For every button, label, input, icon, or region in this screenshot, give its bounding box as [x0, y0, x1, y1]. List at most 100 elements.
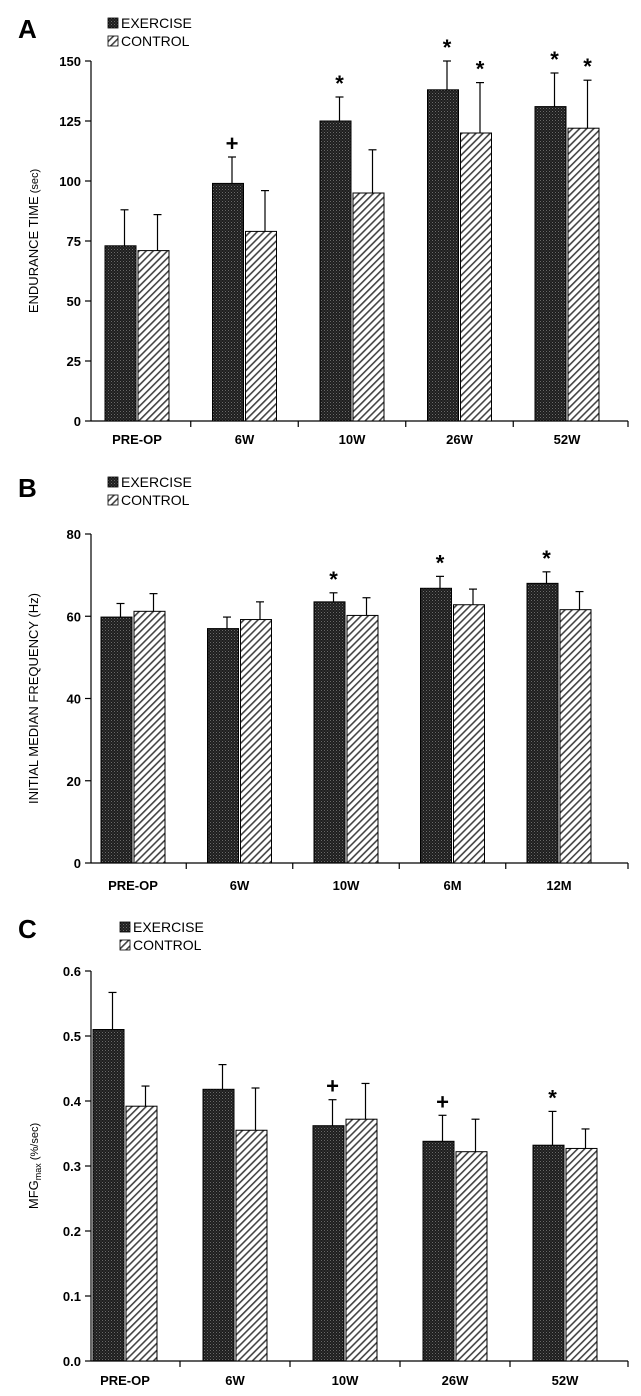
y-tick-label: 0.5 — [63, 1029, 81, 1044]
y-tick-label: 75 — [67, 234, 81, 249]
bar-exercise — [427, 89, 459, 422]
legend-label-exercise: EXERCISE — [121, 15, 192, 31]
x-tick-label: 10W — [333, 878, 360, 893]
x-tick-label: 10W — [339, 432, 366, 447]
bar-exercise — [207, 628, 239, 864]
bar-exercise — [100, 616, 133, 864]
y-tick-label: 50 — [67, 294, 81, 309]
legend-swatch-control — [107, 35, 119, 47]
significance-asterisk: * — [548, 1085, 557, 1110]
bar-exercise — [312, 1125, 345, 1362]
y-tick-label: 0.4 — [63, 1094, 82, 1109]
bar-control — [453, 604, 485, 864]
significance-asterisk: * — [436, 550, 445, 575]
y-tick-label: 0.0 — [63, 1354, 81, 1369]
y-tick-label: 150 — [59, 54, 81, 69]
legend-swatch-control — [107, 494, 119, 506]
y-axis-label: INITIAL MEDIAN FREQUENCY (Hz) — [26, 593, 41, 804]
y-tick-label: 0 — [74, 856, 81, 871]
significance-asterisk: * — [542, 546, 551, 571]
bar-control — [245, 230, 277, 422]
panel-c: C EXERCISE CONTROL 0.0 0.1 0.2 0.3 0.4 0.5 0.6 MFG… — [18, 914, 629, 1388]
bar-exercise — [526, 582, 559, 864]
significance-plus: + — [226, 131, 239, 156]
bar-exercise — [319, 120, 352, 422]
legend-label-control: CONTROL — [133, 937, 202, 953]
bar-exercise — [534, 106, 567, 422]
legend-label-control: CONTROL — [121, 33, 190, 49]
significance-plus: + — [326, 1074, 339, 1099]
y-tick-label: 40 — [67, 692, 81, 707]
x-tick-label: 52W — [552, 1373, 579, 1388]
x-tick-label: 6W — [230, 878, 250, 893]
panel-letter: C — [18, 914, 37, 944]
bar-exercise — [202, 1088, 235, 1362]
bar-control — [133, 610, 166, 864]
legend-label-exercise: EXERCISE — [121, 474, 192, 490]
bar-exercise — [212, 182, 244, 422]
bar-control — [235, 1129, 268, 1362]
significance-asterisk: * — [550, 47, 559, 72]
y-tick-label: 0.3 — [63, 1159, 81, 1174]
y-tick-label: 125 — [59, 114, 81, 129]
panel-b: B EXERCISE CONTROL 0 20 40 60 80 INITIAL MEDIAN … — [18, 473, 629, 893]
y-axis-label: ENDURANCE TIME (sec) — [26, 169, 41, 313]
panel-a: A EXERCISE CONTROL 0 25 50 75 100 125 150 ENDURANC… — [18, 14, 629, 447]
bar-exercise — [313, 601, 346, 864]
x-tick-label: 52W — [554, 432, 581, 447]
bar-control — [460, 132, 492, 422]
y-tick-label: 0 — [74, 414, 81, 429]
bar-exercise — [422, 1140, 455, 1362]
bar-control — [565, 1147, 598, 1362]
y-tick-label: 100 — [59, 174, 81, 189]
y-axis-label-text: MFG — [26, 1180, 41, 1209]
bar-control — [240, 619, 272, 864]
panel-letter: A — [18, 14, 37, 44]
y-axis-label-subscript: max — [33, 1163, 43, 1181]
legend-swatch-exercise — [119, 921, 131, 933]
y-tick-label: 60 — [67, 609, 81, 624]
legend-swatch-exercise — [107, 476, 119, 488]
bar-control — [567, 127, 600, 422]
x-tick-label: 10W — [332, 1373, 359, 1388]
x-tick-label: PRE-OP — [112, 432, 162, 447]
significance-asterisk: * — [583, 54, 592, 79]
bar-control — [125, 1105, 158, 1362]
x-tick-label: 6M — [443, 878, 461, 893]
bar-control — [345, 1118, 378, 1362]
significance-asterisk: * — [335, 71, 344, 96]
bar-control — [346, 614, 379, 864]
significance-asterisk: * — [476, 57, 485, 82]
x-tick-label: 26W — [446, 432, 473, 447]
legend-swatch-control — [119, 939, 131, 951]
y-axis-label: MFGmax (%/sec) — [26, 1123, 43, 1209]
legend-swatch-exercise — [107, 17, 119, 29]
bar-exercise — [92, 1029, 125, 1362]
bar-exercise — [104, 245, 137, 422]
y-tick-label: 0.1 — [63, 1289, 81, 1304]
y-tick-label: 20 — [67, 774, 81, 789]
significance-asterisk: * — [329, 567, 338, 592]
bar-exercise — [420, 587, 452, 864]
y-axis-label-text: ENDURANCE TIME — [26, 196, 41, 313]
x-tick-label: 12M — [546, 878, 571, 893]
x-tick-label: 6W — [235, 432, 255, 447]
y-tick-label: 25 — [67, 354, 81, 369]
bar-control — [352, 192, 385, 422]
x-tick-label: PRE-OP — [108, 878, 158, 893]
legend-label-control: CONTROL — [121, 492, 190, 508]
x-tick-label: 6W — [225, 1373, 245, 1388]
panel-letter: B — [18, 473, 37, 503]
bar-control — [559, 609, 592, 864]
bar-control — [455, 1151, 488, 1362]
y-axis-label-text: INITIAL MEDIAN FREQUENCY (Hz) — [26, 593, 41, 804]
significance-asterisk: * — [443, 35, 452, 60]
bar-control — [137, 250, 170, 422]
x-tick-label: PRE-OP — [100, 1373, 150, 1388]
y-axis-label-unit: (%/sec) — [29, 1123, 41, 1163]
x-tick-label: 26W — [442, 1373, 469, 1388]
y-axis-label-unit: (sec) — [29, 169, 41, 197]
y-tick-label: 0.6 — [63, 964, 81, 979]
significance-plus: + — [436, 1089, 449, 1114]
